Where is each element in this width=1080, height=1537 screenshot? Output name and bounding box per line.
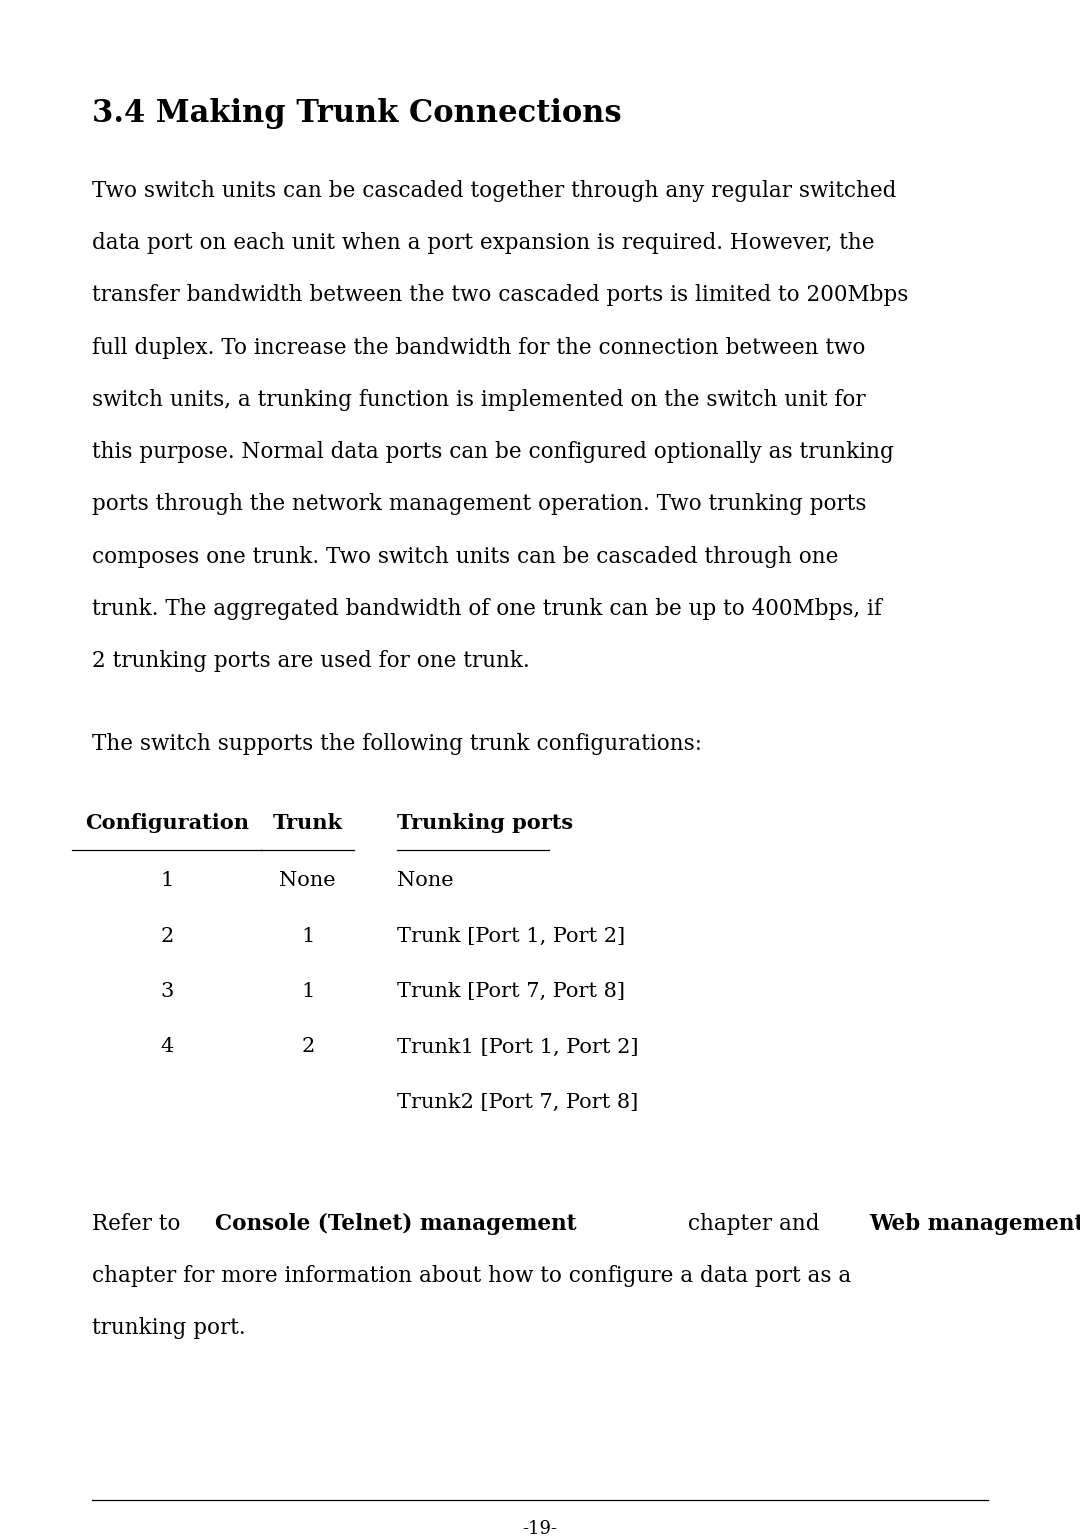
Text: data port on each unit when a port expansion is required. However, the: data port on each unit when a port expan…: [92, 232, 875, 254]
Text: Trunk: Trunk: [273, 813, 342, 833]
Text: Configuration: Configuration: [85, 813, 249, 833]
Text: Refer to: Refer to: [92, 1213, 187, 1234]
Text: 1: 1: [301, 927, 314, 945]
Text: 2 trunking ports are used for one trunk.: 2 trunking ports are used for one trunk.: [92, 650, 529, 672]
Text: transfer bandwidth between the two cascaded ports is limited to 200Mbps: transfer bandwidth between the two casca…: [92, 284, 908, 306]
Text: 2: 2: [301, 1037, 314, 1056]
Text: ports through the network management operation. Two trunking ports: ports through the network management ope…: [92, 493, 866, 515]
Text: 3.4 Making Trunk Connections: 3.4 Making Trunk Connections: [92, 98, 621, 129]
Text: switch units, a trunking function is implemented on the switch unit for: switch units, a trunking function is imp…: [92, 389, 865, 410]
Text: 2: 2: [161, 927, 174, 945]
Text: 1: 1: [161, 871, 174, 890]
Text: trunking port.: trunking port.: [92, 1317, 245, 1339]
Text: Console (Telnet) management: Console (Telnet) management: [215, 1213, 577, 1234]
Text: Trunk1 [Port 1, Port 2]: Trunk1 [Port 1, Port 2]: [397, 1037, 639, 1056]
Text: Two switch units can be cascaded together through any regular switched: Two switch units can be cascaded togethe…: [92, 180, 896, 201]
Text: Trunk [Port 1, Port 2]: Trunk [Port 1, Port 2]: [397, 927, 625, 945]
Text: trunk. The aggregated bandwidth of one trunk can be up to 400Mbps, if: trunk. The aggregated bandwidth of one t…: [92, 598, 881, 619]
Text: full duplex. To increase the bandwidth for the connection between two: full duplex. To increase the bandwidth f…: [92, 337, 865, 358]
Text: 3: 3: [161, 982, 174, 1001]
Text: Trunk [Port 7, Port 8]: Trunk [Port 7, Port 8]: [397, 982, 625, 1001]
Text: Trunk2 [Port 7, Port 8]: Trunk2 [Port 7, Port 8]: [397, 1093, 638, 1111]
Text: Web management: Web management: [868, 1213, 1080, 1234]
Text: chapter and: chapter and: [681, 1213, 826, 1234]
Text: this purpose. Normal data ports can be configured optionally as trunking: this purpose. Normal data ports can be c…: [92, 441, 893, 463]
Text: chapter for more information about how to configure a data port as a: chapter for more information about how t…: [92, 1265, 851, 1286]
Text: -19-: -19-: [523, 1520, 557, 1537]
Text: None: None: [280, 871, 336, 890]
Text: The switch supports the following trunk configurations:: The switch supports the following trunk …: [92, 733, 702, 755]
Text: 4: 4: [161, 1037, 174, 1056]
Text: 1: 1: [301, 982, 314, 1001]
Text: composes one trunk. Two switch units can be cascaded through one: composes one trunk. Two switch units can…: [92, 546, 838, 567]
Text: None: None: [397, 871, 454, 890]
Text: Trunking ports: Trunking ports: [397, 813, 573, 833]
